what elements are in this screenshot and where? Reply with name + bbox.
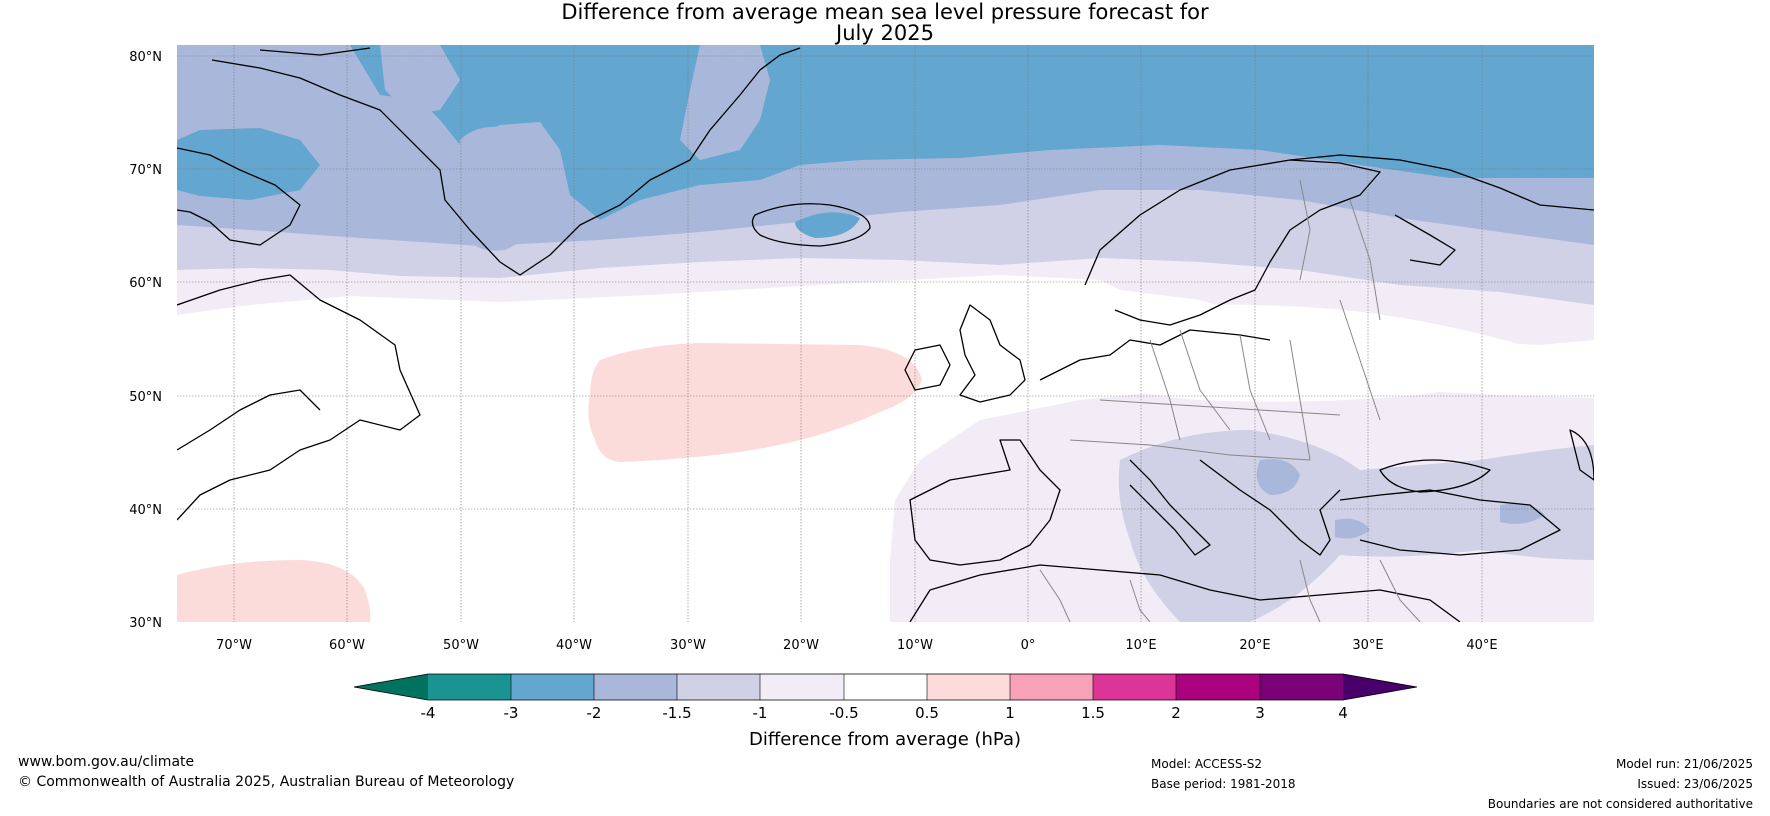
coast-iceland bbox=[751, 203, 871, 247]
colorbar-tick-label: 0.5 bbox=[915, 704, 939, 722]
colorbar-segment bbox=[428, 674, 511, 700]
colorbar-tick-label: -4 bbox=[421, 704, 436, 722]
lon-label: 20°E bbox=[1239, 638, 1270, 653]
colorbar-tick-label: 1.5 bbox=[1081, 704, 1105, 722]
lat-axis-labels: 80°N 70°N 60°N 50°N 40°N 30°N bbox=[129, 50, 162, 631]
coast-baffin bbox=[177, 147, 301, 246]
colorbar-tick-labels: -4 -3 -2 -1.5 -1 -0.5 0.5 1 1.5 2 3 4 bbox=[421, 704, 1348, 722]
colorbar-segment bbox=[594, 674, 677, 700]
coast-iberia bbox=[909, 439, 1061, 566]
anomaly-fill-med-minus-1-5 bbox=[1256, 459, 1300, 495]
colorbar-outline bbox=[353, 673, 1418, 701]
lon-label: 50°W bbox=[443, 638, 479, 653]
colorbar-segment bbox=[1093, 674, 1176, 700]
colorbar-dividers bbox=[510, 674, 1261, 700]
disclaimer-text: Boundaries are not considered authoritat… bbox=[1487, 797, 1753, 811]
lon-label: 40°W bbox=[556, 638, 592, 653]
colorbar-tick-label: -2 bbox=[587, 704, 602, 722]
coast-finland-russia bbox=[1289, 154, 1594, 211]
colorbar-tick-label: -3 bbox=[504, 704, 519, 722]
colorbar-segment bbox=[511, 674, 594, 700]
colorbar-tick-label: -0.5 bbox=[829, 704, 858, 722]
lat-label: 60°N bbox=[129, 276, 162, 291]
map-area bbox=[177, 45, 1594, 622]
copyright-text: © Commonwealth of Australia 2025, Austra… bbox=[18, 774, 515, 790]
coast-labrador bbox=[177, 274, 421, 521]
lon-label: 70°W bbox=[216, 638, 252, 653]
lon-label: 10°E bbox=[1125, 638, 1156, 653]
graticule bbox=[177, 45, 1594, 622]
coast-greenland bbox=[211, 47, 801, 276]
map-title-line-1: Difference from average mean sea level p… bbox=[561, 0, 1209, 24]
colorbar-segment bbox=[927, 674, 1010, 700]
anomaly-fill-med-minus-1-5b bbox=[1335, 518, 1370, 539]
anomaly-fill-minus-2 bbox=[177, 45, 1594, 220]
lat-label: 70°N bbox=[129, 163, 162, 178]
colorbar-tick-label: 2 bbox=[1171, 704, 1181, 722]
colorbar-segment bbox=[760, 674, 844, 700]
colorbar-segment bbox=[1260, 674, 1343, 700]
anomaly-fill-greenland-west bbox=[380, 45, 460, 115]
issued-text: Issued: 23/06/2025 bbox=[1637, 777, 1753, 791]
lat-label: 40°N bbox=[129, 503, 162, 518]
colorbar-tick-label: 3 bbox=[1255, 704, 1265, 722]
lat-label: 30°N bbox=[129, 616, 162, 631]
lon-label: 30°E bbox=[1352, 638, 1383, 653]
lon-axis-labels: 70°W 60°W 50°W 40°W 30°W 20°W 10°W 0° 10… bbox=[216, 638, 1498, 653]
colorbar: -4 -3 -2 -1.5 -1 -0.5 0.5 1 1.5 2 3 4 bbox=[353, 673, 1418, 722]
lat-label: 80°N bbox=[129, 50, 162, 65]
lon-label: 60°W bbox=[329, 638, 365, 653]
anomaly-fill-plus-0-5-atlantic bbox=[588, 343, 922, 462]
lon-label: 10°W bbox=[897, 638, 933, 653]
map-title-line-2: July 2025 bbox=[836, 21, 934, 45]
colorbar-tick-label: 4 bbox=[1338, 704, 1348, 722]
coastlines bbox=[177, 47, 1594, 622]
base-period-text: Base period: 1981-2018 bbox=[1151, 777, 1296, 791]
colorbar-extend-low bbox=[354, 674, 428, 700]
anomaly-fill-plus-0-5-southwest bbox=[177, 560, 371, 622]
lon-label: 30°W bbox=[670, 638, 706, 653]
anomaly-fill-minus-2-iceland bbox=[795, 212, 860, 238]
coast-italy bbox=[1129, 459, 1211, 556]
website-link[interactable]: www.bom.gov.au/climate bbox=[18, 754, 195, 770]
colorbar-extend-high bbox=[1343, 674, 1417, 700]
colorbar-title: Difference from average (hPa) bbox=[748, 729, 1022, 750]
coast-greenland-north bbox=[259, 47, 371, 56]
model-text: Model: ACCESS-S2 bbox=[1151, 757, 1263, 771]
colorbar-tick-label: -1 bbox=[753, 704, 768, 722]
lon-label: 0° bbox=[1021, 638, 1036, 653]
anomaly-fill-greenland-north bbox=[680, 45, 770, 160]
model-run-text: Model run: 21/06/2025 bbox=[1615, 757, 1753, 771]
colorbar-segment bbox=[677, 674, 760, 700]
colorbar-segment bbox=[1010, 674, 1093, 700]
lat-label: 50°N bbox=[129, 390, 162, 405]
coast-white-sea bbox=[1394, 214, 1456, 266]
coast-turkey bbox=[1339, 489, 1561, 556]
lon-label: 40°E bbox=[1466, 638, 1497, 653]
anomaly-fill-europe-neutral bbox=[1086, 304, 1540, 402]
coast-north-africa bbox=[909, 564, 1461, 622]
coast-black-sea bbox=[1379, 459, 1491, 493]
coast-europe-north bbox=[1039, 329, 1271, 381]
colorbar-segment bbox=[1176, 674, 1260, 700]
colorbar-tick-label: 1 bbox=[1005, 704, 1015, 722]
coast-ireland bbox=[904, 344, 951, 391]
colorbar-tick-label: -1.5 bbox=[662, 704, 691, 722]
anomaly-fill-minus-2-nw bbox=[177, 128, 320, 200]
coast-britain bbox=[959, 304, 1026, 403]
lon-label: 20°W bbox=[783, 638, 819, 653]
coast-balkans bbox=[1199, 459, 1341, 556]
anomaly-fill-greenland-tongue bbox=[457, 126, 560, 251]
coast-gulf-stlawrence bbox=[177, 389, 321, 451]
coast-caspian bbox=[1569, 429, 1594, 481]
coast-scandinavia bbox=[1084, 159, 1381, 326]
colorbar-segment bbox=[844, 674, 927, 700]
country-borders bbox=[1039, 179, 1421, 622]
